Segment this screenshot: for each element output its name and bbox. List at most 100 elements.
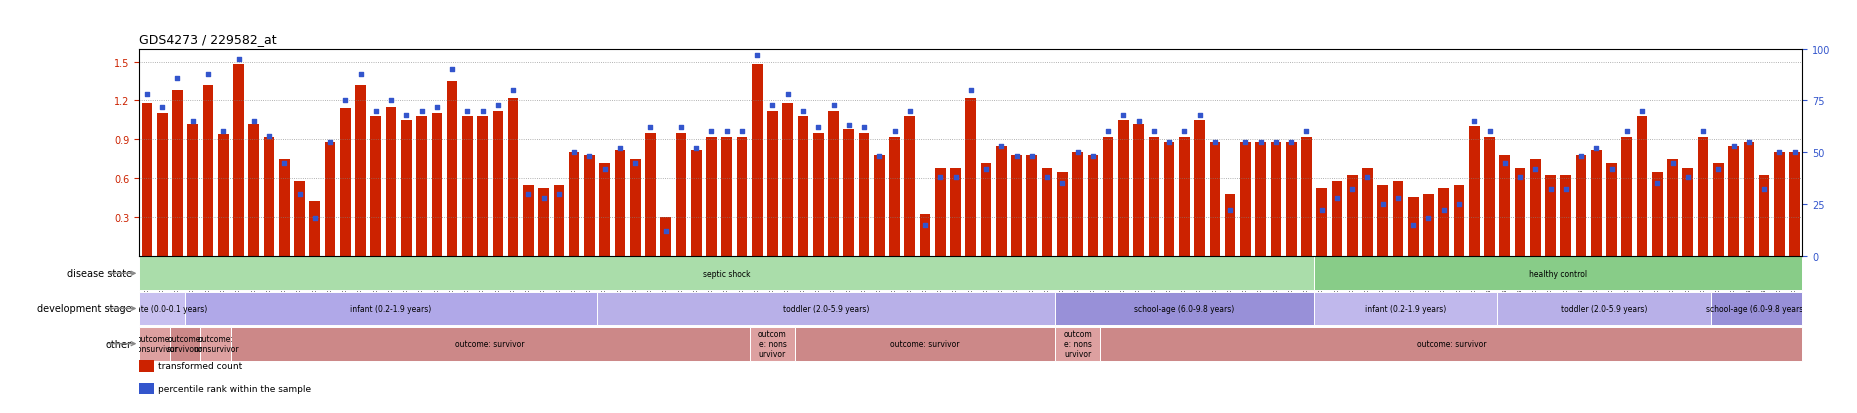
Point bbox=[1779, 150, 1809, 156]
Bar bbox=[676, 133, 685, 256]
Text: percentile rank within the sample: percentile rank within the sample bbox=[158, 384, 310, 393]
Point bbox=[605, 145, 635, 152]
Point bbox=[1276, 139, 1305, 146]
Bar bbox=[539, 189, 548, 256]
Point bbox=[1077, 154, 1107, 160]
Point bbox=[819, 102, 849, 109]
Point bbox=[878, 129, 908, 135]
Bar bbox=[217, 135, 228, 256]
Bar bbox=[1759, 176, 1768, 256]
Point bbox=[1109, 112, 1138, 119]
Point bbox=[1489, 160, 1519, 166]
Bar bbox=[1788, 153, 1799, 256]
Point bbox=[223, 57, 253, 63]
Bar bbox=[706, 137, 717, 256]
Bar bbox=[1484, 137, 1495, 256]
Text: GDS4273 / 229582_at: GDS4273 / 229582_at bbox=[139, 33, 277, 45]
Point bbox=[1504, 174, 1534, 181]
Point bbox=[1703, 166, 1733, 173]
Bar bbox=[966, 99, 975, 256]
Bar bbox=[1313, 292, 1497, 325]
Text: infant (0.2-1.9 years): infant (0.2-1.9 years) bbox=[351, 304, 431, 313]
Bar bbox=[1545, 176, 1554, 256]
Point bbox=[711, 129, 741, 135]
Bar bbox=[139, 257, 1313, 290]
Point bbox=[1032, 174, 1062, 181]
Bar bbox=[492, 112, 503, 256]
Text: toddler (2.0-5.9 years): toddler (2.0-5.9 years) bbox=[782, 304, 869, 313]
Point bbox=[1337, 187, 1367, 193]
Text: outcome: survivor: outcome: survivor bbox=[1415, 339, 1486, 348]
Bar bbox=[1469, 127, 1478, 256]
Point bbox=[650, 228, 680, 235]
Point bbox=[254, 133, 284, 140]
Bar bbox=[524, 185, 533, 256]
Bar bbox=[1590, 150, 1601, 256]
Point bbox=[787, 108, 817, 115]
Point bbox=[407, 108, 436, 115]
Point bbox=[559, 150, 589, 156]
Text: outcome: survivor: outcome: survivor bbox=[455, 339, 526, 348]
Bar bbox=[1010, 155, 1021, 256]
Text: infant (0.2-1.9 years): infant (0.2-1.9 years) bbox=[1365, 304, 1445, 313]
Text: school-age (6.0-9.8 years): school-age (6.0-9.8 years) bbox=[1133, 304, 1233, 313]
Bar bbox=[1071, 153, 1083, 256]
Point bbox=[954, 88, 984, 94]
Point bbox=[178, 119, 208, 125]
Bar bbox=[797, 116, 808, 256]
Bar bbox=[169, 327, 201, 361]
Bar bbox=[1086, 155, 1097, 256]
Text: school-age (6.0-9.8 years): school-age (6.0-9.8 years) bbox=[1705, 304, 1805, 313]
Bar bbox=[1118, 121, 1127, 256]
Bar bbox=[596, 292, 1055, 325]
Bar bbox=[1697, 137, 1708, 256]
Text: healthy control: healthy control bbox=[1528, 269, 1586, 278]
Point bbox=[1671, 174, 1701, 181]
Bar bbox=[370, 116, 381, 256]
Point bbox=[193, 71, 223, 78]
Point bbox=[635, 125, 665, 131]
Point bbox=[375, 98, 405, 104]
Point bbox=[1536, 187, 1565, 193]
Point bbox=[986, 143, 1016, 150]
Point bbox=[1612, 129, 1642, 135]
Point bbox=[316, 139, 345, 146]
Point bbox=[269, 160, 299, 166]
Point bbox=[1367, 201, 1396, 208]
Point bbox=[1123, 119, 1153, 125]
Point bbox=[1261, 139, 1291, 146]
Bar bbox=[1437, 189, 1448, 256]
Point bbox=[940, 174, 969, 181]
Point bbox=[1047, 180, 1077, 187]
Bar bbox=[1133, 124, 1144, 256]
Text: outcom
e: nons
urvivor: outcom e: nons urvivor bbox=[1062, 330, 1092, 358]
Text: transformed count: transformed count bbox=[158, 361, 241, 370]
Bar bbox=[828, 112, 838, 256]
Bar bbox=[1422, 194, 1434, 256]
Point bbox=[1185, 112, 1214, 119]
Point bbox=[665, 125, 695, 131]
Bar bbox=[293, 181, 305, 256]
Bar bbox=[201, 327, 230, 361]
Bar bbox=[173, 91, 182, 256]
Bar bbox=[1255, 142, 1265, 256]
Bar bbox=[1682, 169, 1692, 256]
Bar bbox=[279, 159, 290, 256]
Point bbox=[163, 75, 193, 82]
Point bbox=[1458, 119, 1487, 125]
Bar bbox=[1621, 137, 1630, 256]
Bar bbox=[1285, 142, 1296, 256]
Bar bbox=[1712, 163, 1723, 256]
Point bbox=[1398, 222, 1428, 228]
Bar bbox=[1604, 163, 1616, 256]
Point bbox=[345, 71, 375, 78]
Point bbox=[620, 160, 650, 166]
Point bbox=[392, 112, 422, 119]
Point bbox=[1229, 139, 1259, 146]
Point bbox=[513, 191, 542, 197]
Bar bbox=[1300, 137, 1311, 256]
Point bbox=[1565, 154, 1595, 160]
Point bbox=[1688, 129, 1718, 135]
Bar bbox=[767, 112, 778, 256]
Bar bbox=[202, 86, 214, 256]
